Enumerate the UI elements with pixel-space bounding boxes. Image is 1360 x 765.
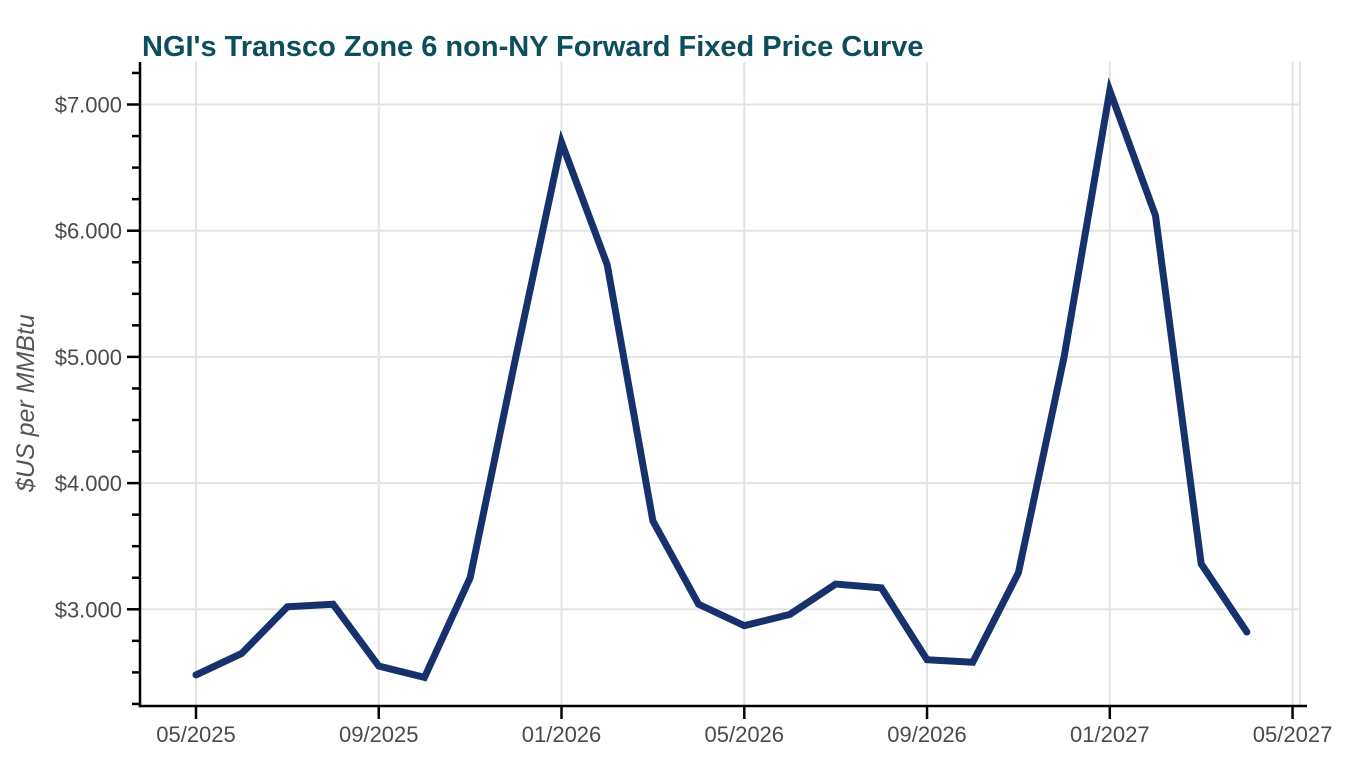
chart-title: NGI's Transco Zone 6 non-NY Forward Fixe… (142, 31, 924, 64)
x-tick-label: 01/2026 (522, 722, 602, 747)
y-tick-label: $4.000 (55, 471, 122, 496)
y-tick-label: $7.000 (55, 93, 122, 118)
x-tick-label: 05/2027 (1253, 722, 1333, 747)
y-tick-label: $3.000 (55, 597, 122, 622)
y-tick-label: $5.000 (55, 345, 122, 370)
price-curve-line (192, 77, 1251, 682)
x-tick-label: 01/2027 (1070, 722, 1150, 747)
y-axis-label: $US per MMBtu (12, 314, 40, 492)
x-tick-label: 09/2025 (339, 722, 419, 747)
x-tick-label: 05/2025 (156, 722, 236, 747)
y-tick-label: $6.000 (55, 219, 122, 244)
x-tick-label: 05/2026 (705, 722, 785, 747)
x-tick-label: 09/2026 (887, 722, 967, 747)
